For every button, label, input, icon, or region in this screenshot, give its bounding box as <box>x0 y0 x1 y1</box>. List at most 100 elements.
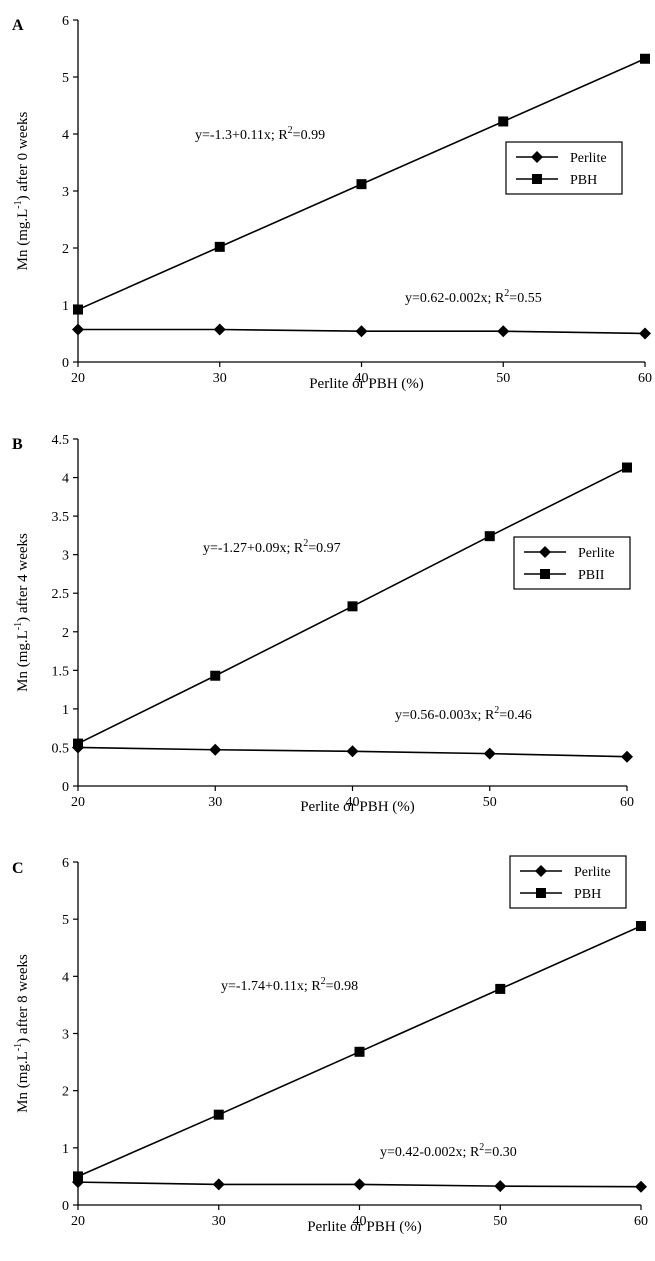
legend-marker <box>532 174 542 184</box>
series-perlite <box>72 741 633 763</box>
equation-superscript: 2 <box>288 125 293 136</box>
equation-text: y=0.42-0.002x; R <box>380 1145 480 1160</box>
x-tick-label: 60 <box>620 795 634 810</box>
legend-box <box>513 536 631 590</box>
y-tick-label: 2 <box>62 626 69 641</box>
equation-text: y=-1.27+0.09x; R <box>203 541 304 556</box>
y-tick-label: 0 <box>62 1199 69 1214</box>
data-point <box>214 241 225 252</box>
x-tick-label: 50 <box>493 1214 507 1229</box>
regression-equation: y=0.42-0.002x; R2=0.30 <box>380 1142 517 1160</box>
data-point <box>354 1046 365 1057</box>
regression-equation: y=-1.74+0.11x; R2=0.98 <box>221 976 358 994</box>
x-tick-label: 40 <box>353 1214 367 1229</box>
y-tick-label: 1 <box>62 299 69 314</box>
regression-equation: y=-1.27+0.09x; R2=0.97 <box>203 538 341 556</box>
chart-panel-b: B 0 0.5 1 1.5 2 2.5 3 3.5 4 4.5 20 30 40 50 60 Perlite o… <box>12 433 634 815</box>
data-point <box>72 323 84 336</box>
x-tick-label: 40 <box>346 795 360 810</box>
y-tick-label: 4 <box>62 472 69 487</box>
y-tick-label: 4 <box>62 970 69 985</box>
x-tick-label: 30 <box>212 1214 226 1229</box>
y-tick-label: 3 <box>62 1028 69 1043</box>
legend: Perlite PBH <box>505 141 623 195</box>
chart-panel-c: C 0 1 2 3 4 5 6 20 30 40 50 60 Perlite or PBH (%) Mn (… <box>12 855 648 1235</box>
y-tick-label: 5 <box>62 913 69 928</box>
y-axis-title-text: ) after 8 weeks <box>15 954 31 1043</box>
data-point <box>494 1180 507 1193</box>
legend-marker <box>535 865 547 877</box>
data-point <box>497 325 510 338</box>
series-perlite <box>72 323 651 340</box>
data-point <box>73 1171 83 1182</box>
data-point <box>483 747 496 760</box>
x-axis-title: Perlite or PBH (%) <box>309 376 424 392</box>
equation-superscript: 2 <box>479 1142 484 1153</box>
equation-text: =0.46 <box>499 708 531 723</box>
y-axis-title-text: Mn (mg.L <box>15 209 31 271</box>
data-point <box>346 745 359 758</box>
data-point <box>639 327 651 340</box>
equation-text: y=-1.3+0.11x; R <box>195 128 288 143</box>
y-tick-label: 1.5 <box>52 664 70 679</box>
x-tick-label: 20 <box>71 795 85 810</box>
y-tick-label: 5 <box>62 71 69 86</box>
legend-box <box>505 141 623 195</box>
x-tick-label: 30 <box>208 795 222 810</box>
data-point <box>621 750 633 763</box>
data-point <box>640 53 650 64</box>
y-tick-label: 1 <box>62 1142 69 1157</box>
x-tick-label: 20 <box>71 371 85 386</box>
series-perlite <box>72 1176 647 1193</box>
legend-label: PBII <box>578 568 605 583</box>
y-axis-title-text: Mn (mg.L <box>15 1051 31 1113</box>
y-tick-label: 2 <box>62 1085 69 1100</box>
x-tick-label: 60 <box>634 1214 648 1229</box>
equation-text: =0.55 <box>509 291 541 306</box>
y-tick-label: 6 <box>62 856 69 871</box>
data-point <box>635 1180 647 1193</box>
x-axis-title: Perlite or PBH (%) <box>300 799 415 815</box>
y-axis-title-superscript: -1 <box>13 1043 24 1051</box>
equation-superscript: 2 <box>303 538 308 549</box>
data-point <box>213 1109 224 1120</box>
y-tick-label: 0 <box>62 780 69 795</box>
legend-label: PBH <box>574 887 601 902</box>
data-point <box>353 1178 366 1191</box>
data-point <box>622 462 632 473</box>
series-pbh <box>73 53 650 315</box>
data-point <box>484 531 495 542</box>
data-point <box>73 738 83 749</box>
y-axis-title-text: Mn (mg.L <box>15 630 31 692</box>
x-axis-title: Perlite or PBH (%) <box>307 1219 422 1235</box>
data-point <box>356 179 367 190</box>
legend-marker <box>540 569 550 579</box>
y-tick-label: 6 <box>62 14 69 29</box>
equation-text: =0.30 <box>484 1145 516 1160</box>
legend-marker <box>531 151 543 163</box>
y-tick-label: 2 <box>62 242 69 257</box>
y-tick-label: 0 <box>62 356 69 371</box>
x-tick-label: 40 <box>355 371 369 386</box>
legend-marker <box>536 888 546 898</box>
equation-superscript: 2 <box>494 705 499 716</box>
y-tick-label: 1 <box>62 703 69 718</box>
data-point <box>213 323 226 336</box>
legend-label: Perlite <box>574 865 611 880</box>
legend-label: PBH <box>570 173 597 188</box>
panel-letter: B <box>12 436 23 453</box>
y-axis-title-superscript: -1 <box>13 622 24 630</box>
y-tick-label: 3 <box>62 185 69 200</box>
panel-letter: C <box>12 860 24 877</box>
legend-marker <box>539 546 551 558</box>
legend-box <box>509 855 627 909</box>
data-point <box>73 304 83 315</box>
equation-text: =0.99 <box>293 128 325 143</box>
legend: Perlite PBII <box>513 536 631 590</box>
x-tick-label: 60 <box>638 371 652 386</box>
data-point <box>355 325 368 338</box>
equation-text: =0.97 <box>308 541 340 556</box>
y-axis-title-superscript: -1 <box>13 200 24 208</box>
data-point <box>636 921 646 932</box>
